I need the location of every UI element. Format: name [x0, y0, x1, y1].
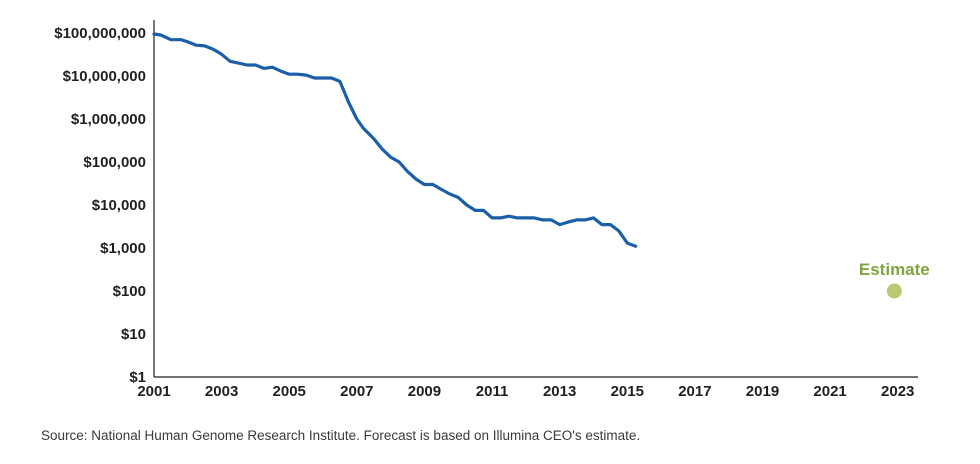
y-tick-label: $10,000,000: [63, 68, 146, 85]
y-tick-label: $100: [113, 283, 146, 300]
x-tick-label: 2005: [273, 383, 306, 400]
x-tick-label: 2003: [205, 383, 238, 400]
y-tick-label: $100,000,000: [54, 25, 146, 42]
y-tick-label: $100,000: [83, 154, 146, 171]
x-tick-label: 2009: [408, 383, 441, 400]
annotations: Estimate: [859, 260, 930, 299]
y-tick-label: $10: [121, 326, 146, 343]
x-tick-label: 2001: [137, 383, 170, 400]
x-tick-label: 2013: [543, 383, 576, 400]
estimate-point: [886, 283, 902, 299]
y-tick-label: $1: [129, 369, 146, 386]
source-note: Source: National Human Genome Research I…: [41, 428, 641, 443]
x-tick-label: 2011: [476, 383, 509, 400]
y-tick-label: $10,000: [92, 197, 146, 214]
y-tick-label: $1,000: [100, 240, 146, 257]
x-tick-label: 2015: [611, 383, 644, 400]
x-tick-labels: 2001 2003 2005 2007 2009 2011 2013 2015 2017 2019…: [137, 383, 914, 400]
x-tick-label: 2023: [881, 383, 914, 400]
x-tick-label: 2021: [813, 383, 846, 400]
cost-chart: $1 $10 $100 $1,000 $10,000 $100,000 $1,000,000…: [54, 20, 930, 400]
x-tick-label: 2017: [678, 383, 711, 400]
y-tick-label: $1,000,000: [71, 111, 146, 128]
x-tick-label: 2007: [340, 383, 373, 400]
x-tick-label: 2019: [746, 383, 779, 400]
cost-series-line: [152, 32, 638, 248]
estimate-label: Estimate: [859, 260, 930, 279]
y-tick-labels: $1 $10 $100 $1,000 $10,000 $100,000 $1,000,000…: [54, 25, 146, 386]
